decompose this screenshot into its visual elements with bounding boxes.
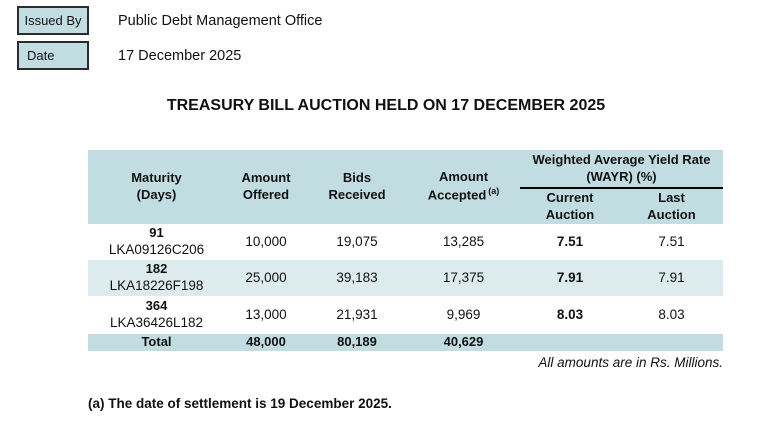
date-box: Date bbox=[17, 41, 89, 70]
table-row-total: Total 48,000 80,189 40,629 bbox=[88, 334, 723, 351]
accepted-footnote-marker: (a) bbox=[488, 186, 500, 197]
cell-bids-received: 39,183 bbox=[307, 260, 407, 296]
maturity-days: 364 bbox=[145, 298, 168, 314]
auction-table-wrapper: Maturity (Days) Amount Offered Bids Rece… bbox=[88, 150, 723, 370]
header-last-auction: Last Auction bbox=[620, 188, 723, 224]
header-amount-offered: Amount Offered bbox=[225, 150, 307, 224]
header-current-auction: Current Auction bbox=[520, 188, 620, 224]
isin-code: LKA18226F198 bbox=[109, 277, 204, 293]
table-row-182: 182 LKA18226F198 25,000 39,183 17,375 7.… bbox=[88, 260, 723, 296]
header-current-line2: Auction bbox=[545, 206, 595, 222]
total-wayr-current-empty bbox=[520, 334, 620, 351]
header-wayr-line2: (WAYR) (%) bbox=[586, 168, 657, 184]
header-wayr-group: Weighted Average Yield Rate (WAYR) (%) bbox=[520, 150, 723, 189]
header-bids-received: Bids Received bbox=[307, 150, 407, 224]
issued-by-value: Public Debt Management Office bbox=[118, 13, 323, 29]
header-amount-accepted: Amount Accepted (a) bbox=[407, 150, 520, 224]
header-offered-line1: Amount bbox=[241, 170, 291, 186]
maturity-days: 91 bbox=[149, 225, 164, 241]
header-last-line2: Auction bbox=[647, 206, 696, 222]
cell-wayr-last: 7.91 bbox=[620, 260, 723, 296]
issued-by-label: Issued By bbox=[24, 13, 82, 28]
cell-amount-offered: 10,000 bbox=[225, 224, 307, 260]
cell-bids-received: 21,931 bbox=[307, 296, 407, 334]
cell-maturity: 364 LKA36426L182 bbox=[88, 296, 225, 334]
table-row-91: 91 LKA09126C206 10,000 19,075 13,285 7.5… bbox=[88, 224, 723, 260]
isin-code: LKA36426L182 bbox=[109, 314, 204, 330]
header-current-line1: Current bbox=[546, 189, 594, 205]
cell-wayr-current: 7.91 bbox=[520, 260, 620, 296]
isin-code: LKA09126C206 bbox=[108, 241, 205, 257]
header-wayr-line1: Weighted Average Yield Rate bbox=[532, 151, 711, 167]
header-bids-line2: Received bbox=[328, 187, 386, 202]
cell-wayr-current: 7.51 bbox=[520, 224, 620, 260]
header-maturity-line1: Maturity bbox=[131, 170, 182, 186]
amounts-unit-note: All amounts are in Rs. Millions. bbox=[538, 355, 723, 370]
header-maturity: Maturity (Days) bbox=[88, 150, 225, 224]
cell-bids-received: 19,075 bbox=[307, 224, 407, 260]
cell-amount-accepted: 9,969 bbox=[407, 296, 520, 334]
header-accepted-line1: Amount bbox=[438, 169, 489, 185]
cell-wayr-current: 8.03 bbox=[520, 296, 620, 334]
cell-wayr-last: 7.51 bbox=[620, 224, 723, 260]
table-row-364: 364 LKA36426L182 13,000 21,931 9,969 8.0… bbox=[88, 296, 723, 334]
total-amount-accepted: 40,629 bbox=[407, 334, 520, 351]
cell-amount-accepted: 17,375 bbox=[407, 260, 520, 296]
total-amount-offered: 48,000 bbox=[225, 334, 307, 351]
cell-amount-offered: 25,000 bbox=[225, 260, 307, 296]
cell-amount-accepted: 13,285 bbox=[407, 224, 520, 260]
auction-results-table: Maturity (Days) Amount Offered Bids Rece… bbox=[88, 150, 723, 351]
cell-wayr-last: 8.03 bbox=[620, 296, 723, 334]
header-maturity-line2: (Days) bbox=[136, 187, 177, 202]
issued-by-box: Issued By bbox=[17, 6, 89, 35]
page-title: TREASURY BILL AUCTION HELD ON 17 DECEMBE… bbox=[166, 97, 606, 114]
total-label: Total bbox=[88, 334, 225, 351]
header-bids-line1: Bids bbox=[342, 170, 372, 186]
cell-maturity: 91 LKA09126C206 bbox=[88, 224, 225, 260]
total-wayr-last-empty bbox=[620, 334, 723, 351]
date-label: Date bbox=[27, 48, 55, 63]
header-offered-line2: Offered bbox=[242, 187, 290, 202]
total-bids-received: 80,189 bbox=[307, 334, 407, 351]
header-accepted-line2: Accepted bbox=[427, 187, 487, 203]
cell-amount-offered: 13,000 bbox=[225, 296, 307, 334]
cell-maturity: 182 LKA18226F198 bbox=[88, 260, 225, 296]
maturity-days: 182 bbox=[145, 261, 168, 277]
header-last-line1: Last bbox=[658, 189, 685, 205]
settlement-footnote: (a) The date of settlement is 19 Decembe… bbox=[88, 396, 392, 411]
date-value: 17 December 2025 bbox=[118, 48, 242, 64]
